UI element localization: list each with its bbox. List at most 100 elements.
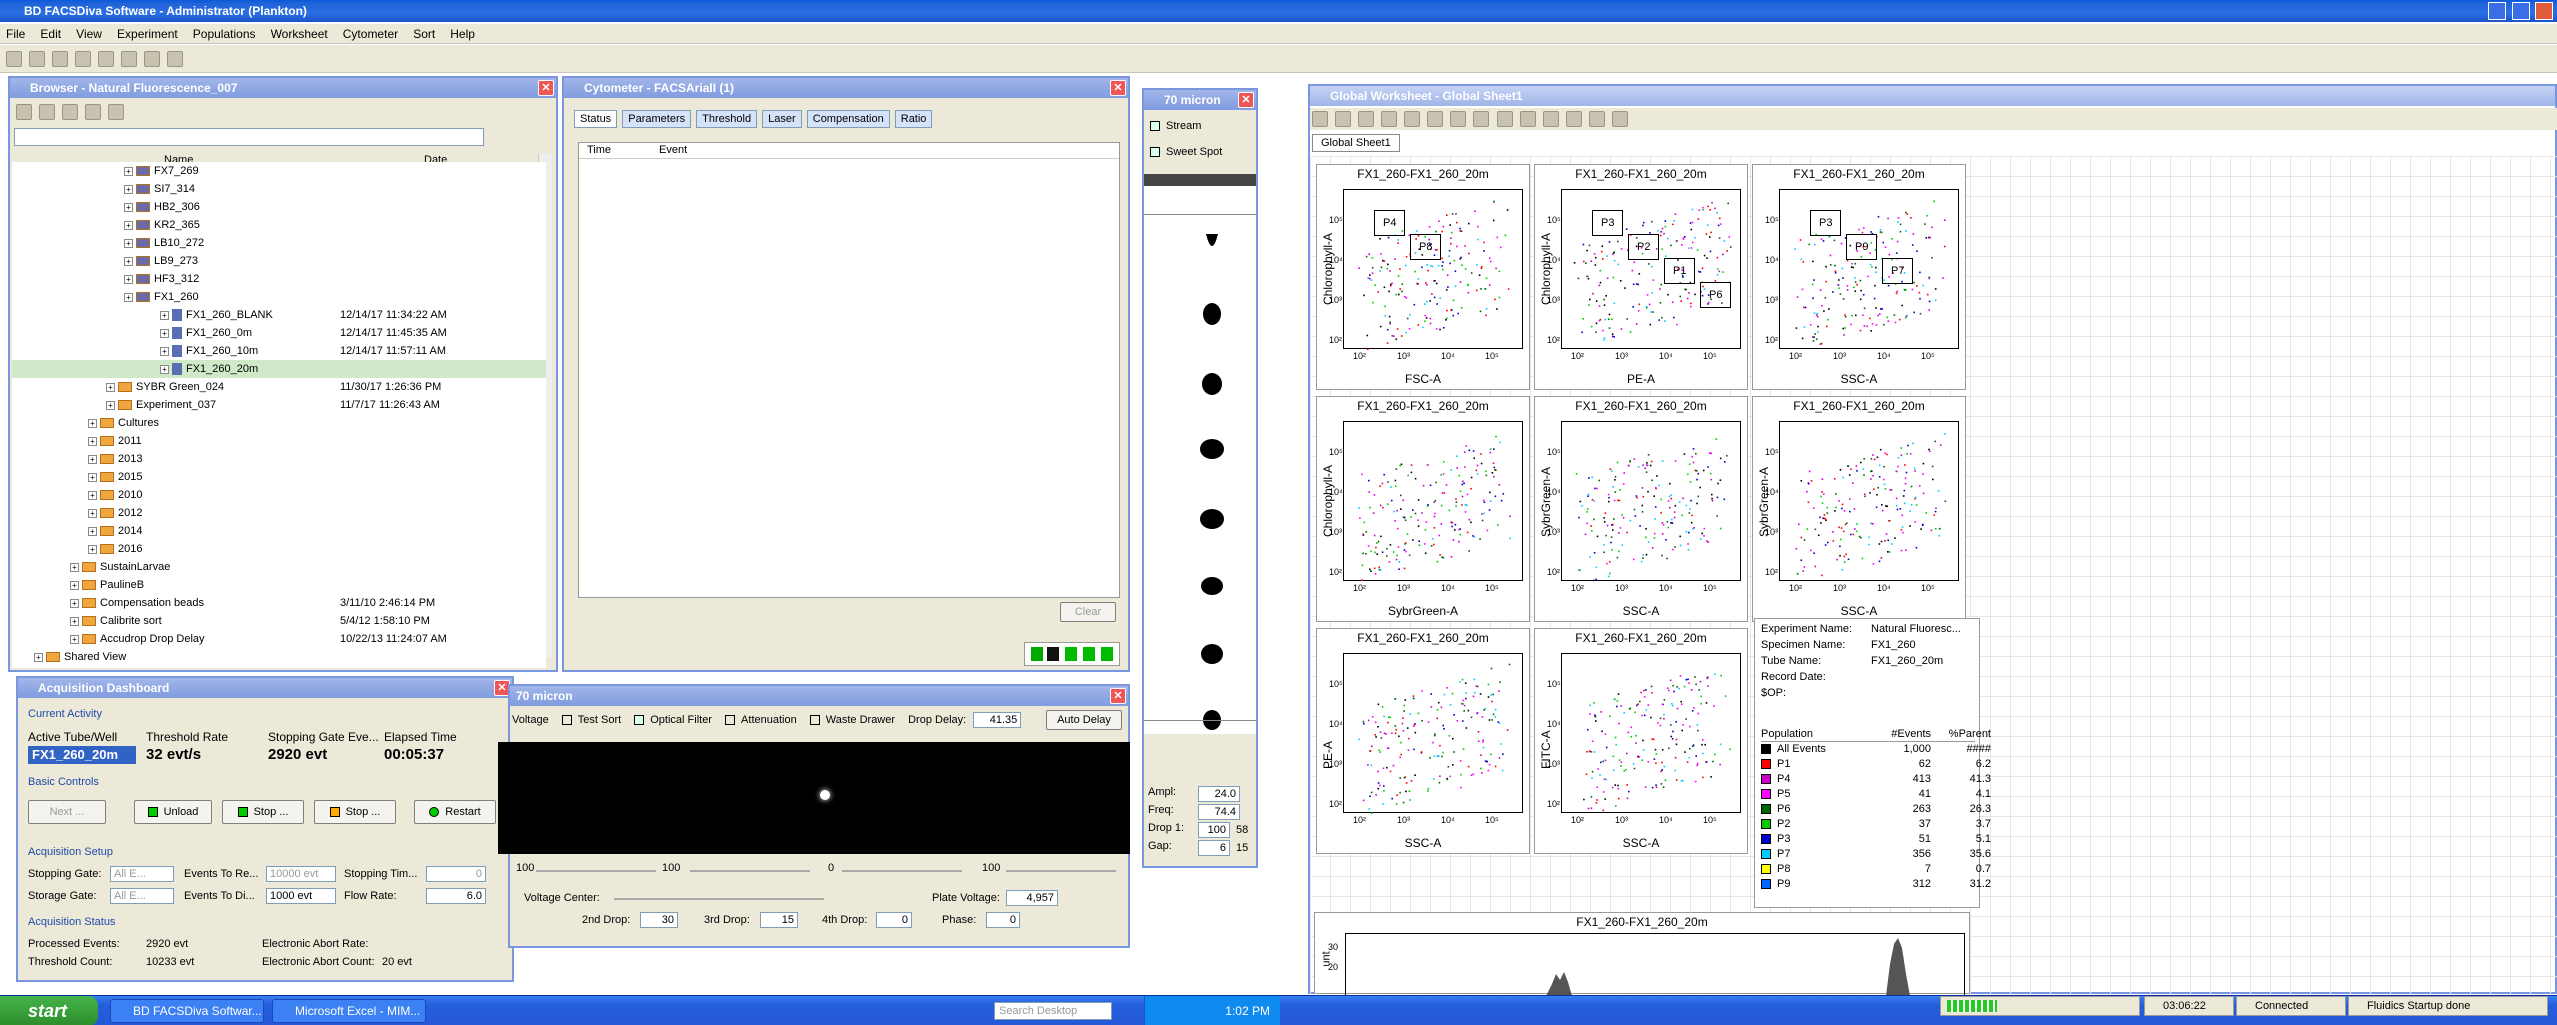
tree-item[interactable]: + LB10_272 (12, 234, 546, 252)
browser-search-input[interactable] (14, 128, 484, 146)
expand-icon[interactable]: + (124, 220, 133, 230)
population-row[interactable]: P7 356 35.6 (1761, 847, 1991, 862)
menu-worksheet[interactable]: Worksheet (270, 27, 328, 41)
next-button[interactable]: Next ... (28, 800, 106, 824)
tab-threshold[interactable]: Threshold (696, 110, 758, 128)
expand-icon[interactable]: + (160, 346, 169, 356)
experiment-icon[interactable] (39, 104, 56, 120)
phase-field[interactable]: 0 (986, 912, 1020, 928)
tree-item[interactable]: + FX1_260_0m 12/14/17 11:45:35 AM (12, 324, 546, 342)
inspector-icon[interactable] (98, 51, 115, 67)
sort-icon[interactable] (167, 51, 184, 67)
dot-plot[interactable]: FX1_260-FX1_260_20m 10² 10³ 10⁴ 10⁵ 10² 10³ 10⁴… (1752, 396, 1966, 622)
population-row[interactable]: P8 7 0.7 (1761, 862, 1991, 877)
tree-item[interactable]: + FX1_260_20m (12, 360, 546, 378)
voltage-center-slider[interactable] (614, 898, 824, 900)
population-row[interactable]: P3 51 5.1 (1761, 832, 1991, 847)
population-row[interactable]: P6 263 26.3 (1761, 802, 1991, 817)
freq-field[interactable]: 74.4 (1198, 804, 1240, 820)
gate-label[interactable]: P4 (1374, 210, 1406, 236)
expand-icon[interactable]: + (160, 328, 169, 338)
dot-plot[interactable]: FX1_260-FX1_260_20m 10² 10³ 10⁴ 10⁵ 10² 10³ 10⁴… (1534, 396, 1748, 622)
expand-icon[interactable]: + (70, 562, 79, 572)
gate-label[interactable]: P6 (1700, 282, 1732, 308)
global-worksheet-icon[interactable] (108, 104, 125, 120)
drop4-field[interactable]: 0 (876, 912, 912, 928)
menu-sort[interactable]: Sort (413, 27, 436, 41)
events-to-record-select[interactable]: 10000 evt (266, 866, 336, 882)
expand-icon[interactable]: + (88, 472, 97, 482)
menu-populations[interactable]: Populations (192, 27, 256, 41)
expand-icon[interactable]: + (70, 616, 79, 626)
expand-icon[interactable]: + (88, 490, 97, 500)
slider1-track[interactable] (536, 870, 656, 872)
tree-item[interactable]: + Cultures (12, 414, 546, 432)
expand-icon[interactable]: + (124, 202, 133, 212)
tree-item[interactable]: +2014 (12, 522, 546, 540)
tree-item[interactable]: + Calibrite sort 5/4/12 1:58:10 PM (12, 612, 546, 630)
expand-icon[interactable]: + (70, 580, 79, 590)
expand-icon[interactable]: + (124, 292, 133, 302)
expand-icon[interactable]: + (106, 382, 115, 392)
desktop-search-input[interactable]: Search Desktop (994, 1002, 1112, 1020)
expand-icon[interactable]: + (124, 184, 133, 194)
population-row[interactable]: All Events 1,000 #### (1761, 742, 1991, 757)
population-row[interactable]: P1 62 6.2 (1761, 757, 1991, 772)
expand-icon[interactable]: + (124, 166, 133, 176)
stopping-gate-select[interactable]: All E... (110, 866, 174, 882)
dot-plot[interactable]: FX1_260-FX1_260_20m P4 P8 10² 10³ 10⁴ 10⁵ 10² 10… (1316, 164, 1530, 390)
tab-parameters[interactable]: Parameters (622, 110, 692, 128)
menu-edit[interactable]: Edit (40, 27, 62, 41)
storage-gate-select[interactable]: All E... (110, 888, 174, 904)
expand-icon[interactable]: + (124, 238, 133, 248)
tree-item[interactable]: +2013 (12, 450, 546, 468)
slider2-track[interactable] (690, 870, 810, 872)
align-left-icon[interactable] (1588, 111, 1605, 127)
start-button[interactable]: start (0, 996, 98, 1025)
tree-item[interactable]: +2011 (12, 432, 546, 450)
gap-field[interactable]: 6 (1198, 840, 1230, 856)
close-icon[interactable]: ✕ (1110, 688, 1126, 704)
population-row[interactable]: P2 37 3.7 (1761, 817, 1991, 832)
slider4-track[interactable] (1006, 870, 1116, 872)
close-icon[interactable]: ✕ (1238, 92, 1254, 108)
dot-plot[interactable]: FX1_260-FX1_260_20m P3 P2 P1 P6 10² 10³ 10⁴ 10⁵ 1… (1534, 164, 1748, 390)
tab-global-sheet1[interactable]: Global Sheet1 (1312, 134, 1400, 152)
maximize-button[interactable] (2511, 2, 2530, 20)
menu-cytometer[interactable]: Cytometer (342, 27, 399, 41)
zoom-out-icon[interactable] (1404, 111, 1421, 127)
task-excel[interactable]: Microsoft Excel - MIM... (272, 999, 426, 1023)
tab-compensation[interactable]: Compensation (806, 110, 890, 128)
ampl-field[interactable]: 24.0 (1198, 786, 1240, 802)
tab-ratio[interactable]: Ratio (894, 110, 933, 128)
waste-drawer-toggle[interactable]: Waste Drawer (809, 714, 895, 726)
stopping-time-field[interactable]: 0 (426, 866, 486, 882)
close-icon[interactable]: ✕ (1110, 80, 1126, 96)
cytometer-icon[interactable] (75, 51, 92, 67)
dot-plot[interactable]: FX1_260-FX1_260_20m 10² 10³ 10⁴ 10⁵ 10² 10³ 10⁴… (1534, 628, 1748, 854)
tree-item[interactable]: +2012 (12, 504, 546, 522)
dot-plot[interactable]: FX1_260-FX1_260_20m P3 P9 P7 10² 10³ 10⁴ 10⁵ 10²… (1752, 164, 1966, 390)
expand-icon[interactable]: + (88, 508, 97, 518)
gate-label[interactable]: P1 (1664, 258, 1696, 284)
restart-button[interactable]: Restart (414, 800, 496, 824)
close-app-button[interactable] (2535, 2, 2553, 20)
gate-label[interactable]: P2 (1628, 234, 1660, 260)
tree-item[interactable]: + Compensation beads 3/11/10 2:46:14 PM (12, 594, 546, 612)
expand-icon[interactable]: + (88, 526, 97, 536)
population-row[interactable]: P5 41 4.1 (1761, 787, 1991, 802)
expand-icon[interactable]: + (70, 634, 79, 644)
expand-icon[interactable]: + (70, 598, 79, 608)
expand-icon[interactable]: + (88, 418, 97, 428)
auto-delay-button[interactable]: Auto Delay (1046, 710, 1122, 730)
clear-button[interactable]: Clear (1060, 602, 1116, 622)
sweet-spot-toggle[interactable]: Sweet Spot (1150, 146, 1222, 158)
menu-experiment[interactable]: Experiment (117, 27, 178, 41)
open-icon[interactable] (29, 51, 46, 67)
browser-icon[interactable] (52, 51, 69, 67)
expand-icon[interactable]: + (124, 274, 133, 284)
expand-icon[interactable]: + (88, 436, 97, 446)
stop-acquiring-button[interactable]: Stop ... (222, 800, 304, 824)
tree-item[interactable]: + FX1_260 (12, 288, 546, 306)
quadrant-gate-icon[interactable] (1473, 111, 1490, 127)
